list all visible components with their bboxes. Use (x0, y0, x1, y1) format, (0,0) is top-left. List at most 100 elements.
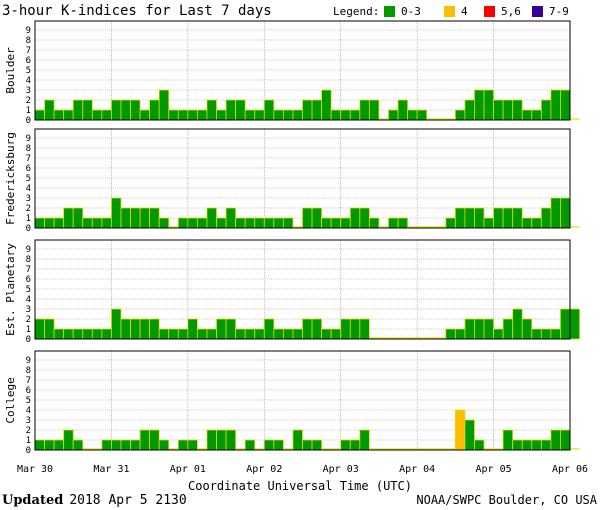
k-index-bar (53, 217, 65, 229)
k-index-bar (302, 439, 313, 451)
k-index-bar (72, 328, 84, 340)
x-tick-label: Apr 02 (246, 464, 282, 475)
y-tick-label: 6 (26, 56, 31, 66)
k-index-bar (53, 109, 65, 121)
y-tick-label: 2 (26, 315, 31, 325)
updated-value: 2018 Apr 5 2130 (69, 493, 186, 508)
k-index-bar (454, 409, 466, 451)
panel-label: Fredericksburg (4, 132, 17, 225)
k-index-bar (63, 429, 74, 451)
y-tick-label: 0 (26, 224, 31, 234)
legend-entry-0: 0-3 (401, 5, 421, 18)
k-index-bar (149, 318, 160, 340)
legend-entry-2: 5,6 (501, 5, 521, 18)
k-index-bar (111, 439, 122, 451)
x-tick-label: Apr 05 (476, 464, 512, 475)
k-index-bar (187, 217, 198, 229)
k-index-bar (359, 207, 370, 229)
k-index-bar (111, 308, 122, 340)
k-index-bar (235, 99, 246, 121)
k-index-bar (521, 318, 533, 340)
k-index-bar (149, 99, 160, 121)
panel-border (34, 128, 571, 229)
k-index-bar (397, 99, 408, 121)
k-index-bar (349, 109, 361, 121)
k-index-bar (493, 207, 504, 229)
k-index-bar (177, 439, 189, 451)
k-index-bar (483, 318, 494, 340)
k-index-bar (263, 318, 275, 340)
k-index-bar (225, 207, 237, 229)
k-index-bar (388, 109, 399, 121)
k-index-bar (292, 109, 303, 121)
k-index-bar (130, 99, 141, 121)
panel-label: Est. Planetary (4, 243, 17, 336)
y-tick-label: 8 (26, 144, 31, 154)
k-index-bar (512, 99, 523, 121)
k-index-bar (502, 429, 514, 451)
k-index-bar (254, 109, 265, 121)
k-index-bar (512, 308, 523, 340)
y-tick-label: 2 (26, 96, 31, 106)
k-index-bar (263, 99, 275, 121)
k-index-bar (130, 207, 141, 229)
k-index-bar (82, 217, 93, 229)
y-tick-label: 8 (26, 36, 31, 46)
k-index-bar (454, 328, 466, 340)
k-index-bar (101, 217, 112, 229)
y-tick-label: 0 (26, 335, 31, 345)
k-index-bar (560, 308, 571, 340)
k-index-bar (330, 217, 342, 229)
k-index-bar (502, 207, 514, 229)
x-axis-label: Coordinate Universal Time (UTC) (188, 479, 412, 493)
k-index-bar (244, 109, 256, 121)
legend-swatch-0 (384, 6, 395, 17)
k-index-bar (91, 328, 103, 340)
x-tick-label: Apr 03 (323, 464, 359, 475)
k-index-bar (464, 318, 475, 340)
k-index-bar (550, 328, 561, 340)
y-tick-label: 9 (26, 356, 31, 366)
k-index-bar (340, 439, 351, 451)
k-index-bar (63, 207, 74, 229)
k-index-bar (216, 109, 227, 121)
k-index-bar (560, 197, 571, 229)
k-index-bar (464, 99, 475, 121)
k-index-bar (550, 197, 561, 229)
k-index-bar (120, 318, 131, 340)
k-index-bar (101, 439, 112, 451)
k-index-bar (187, 318, 198, 340)
k-index-bar (53, 439, 65, 451)
k-index-bar (407, 109, 418, 121)
y-tick-label: 1 (26, 325, 31, 335)
y-tick-label: 6 (26, 164, 31, 174)
k-index-bar (120, 439, 131, 451)
k-index-bar (340, 217, 351, 229)
x-tick-label: Mar 31 (93, 464, 129, 475)
k-index-bar (531, 439, 542, 451)
k-index-bar (531, 217, 542, 229)
k-index-bar (569, 308, 580, 340)
k-index-bar (158, 89, 170, 121)
k-index-bar (254, 328, 265, 340)
k-index-bar (225, 429, 237, 451)
k-index-bar (206, 99, 217, 121)
k-index-bar (349, 207, 361, 229)
k-index-bar (139, 109, 151, 121)
k-index-bar (445, 328, 456, 340)
k-index-bar (216, 318, 227, 340)
k-index-bar (197, 109, 208, 121)
k-index-bar (474, 439, 485, 451)
x-tick-label: Apr 04 (399, 464, 435, 475)
k-index-bar (187, 109, 198, 121)
updated-text: Updated 2018 Apr 5 2130 (2, 493, 187, 508)
k-index-bar (388, 217, 399, 229)
k-index-bar (464, 419, 475, 451)
k-index-bar (464, 207, 475, 229)
y-tick-label: 1 (26, 106, 31, 116)
y-tick-label: 7 (26, 154, 31, 164)
k-index-bar (158, 439, 170, 451)
k-index-bar (168, 109, 179, 121)
y-tick-label: 9 (26, 245, 31, 255)
k-index-bar (359, 318, 370, 340)
